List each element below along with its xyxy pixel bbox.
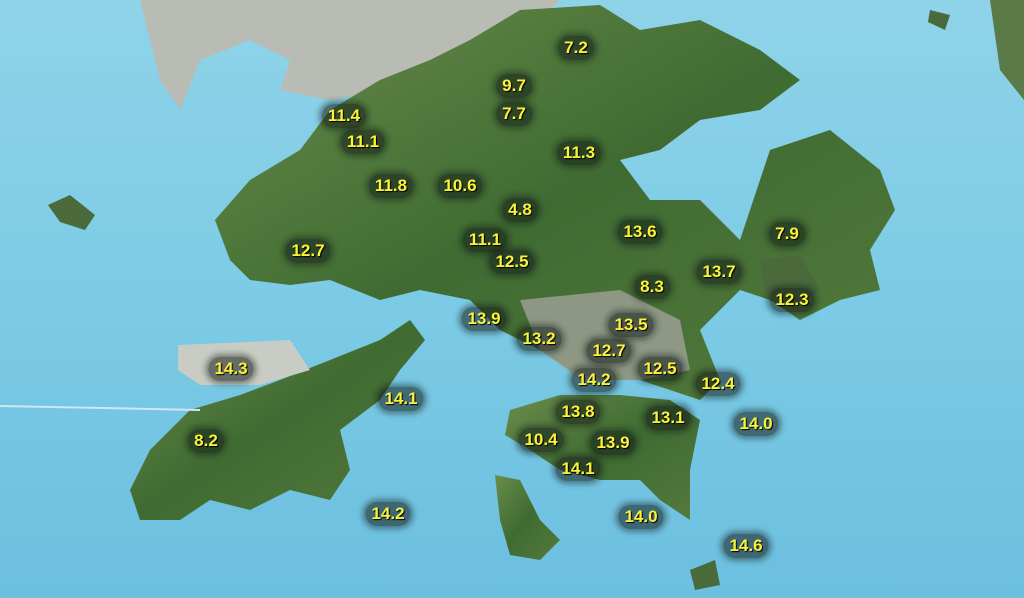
temperature-label: 10.4 [518, 428, 564, 452]
new-territories-kowloon [215, 5, 895, 400]
temperature-label: 8.3 [634, 275, 670, 299]
temperature-label: 13.9 [590, 431, 636, 455]
temperature-label: 12.4 [695, 372, 741, 396]
temperature-label: 14.3 [208, 357, 254, 381]
temperature-label: 13.9 [461, 307, 507, 331]
temperature-label: 14.1 [555, 457, 601, 481]
island-ne2 [990, 0, 1024, 100]
temperature-label: 11.4 [321, 104, 367, 128]
island-ne [928, 10, 950, 30]
temperature-label: 11.8 [368, 174, 414, 198]
temperature-label: 13.8 [555, 400, 601, 424]
temperature-label: 12.7 [586, 339, 632, 363]
temperature-label: 14.2 [571, 368, 617, 392]
temperature-label: 13.2 [516, 327, 562, 351]
temperature-label: 13.7 [696, 260, 742, 284]
temperature-label: 8.2 [188, 429, 224, 453]
shenzhen-urban [140, 0, 560, 110]
temperature-label: 14.0 [733, 412, 779, 436]
lantau-island [130, 320, 425, 520]
bridge [0, 405, 201, 411]
temperature-label: 7.9 [769, 222, 805, 246]
lamma-island [495, 475, 560, 560]
temperature-label: 14.0 [618, 505, 664, 529]
island-south [690, 560, 720, 590]
temperature-label: 11.1 [462, 228, 508, 252]
temperature-label: 11.1 [340, 130, 386, 154]
temperature-label: 12.3 [769, 288, 815, 312]
temperature-label: 7.2 [558, 36, 594, 60]
temperature-label: 12.7 [285, 239, 331, 263]
temperature-label: 4.8 [502, 198, 538, 222]
island-west [48, 195, 95, 230]
temperature-label: 7.7 [496, 102, 532, 126]
temperature-label: 13.6 [617, 220, 663, 244]
temperature-label: 14.1 [378, 387, 424, 411]
temperature-label: 13.1 [645, 406, 691, 430]
temperature-label: 11.3 [556, 141, 602, 165]
temperature-label: 12.5 [637, 357, 683, 381]
temperature-label: 14.6 [723, 534, 769, 558]
temperature-label: 10.6 [437, 174, 483, 198]
temperature-label: 12.5 [489, 250, 535, 274]
temperature-label: 9.7 [496, 74, 532, 98]
temperature-label: 13.5 [608, 313, 654, 337]
temperature-label: 14.2 [365, 502, 411, 526]
